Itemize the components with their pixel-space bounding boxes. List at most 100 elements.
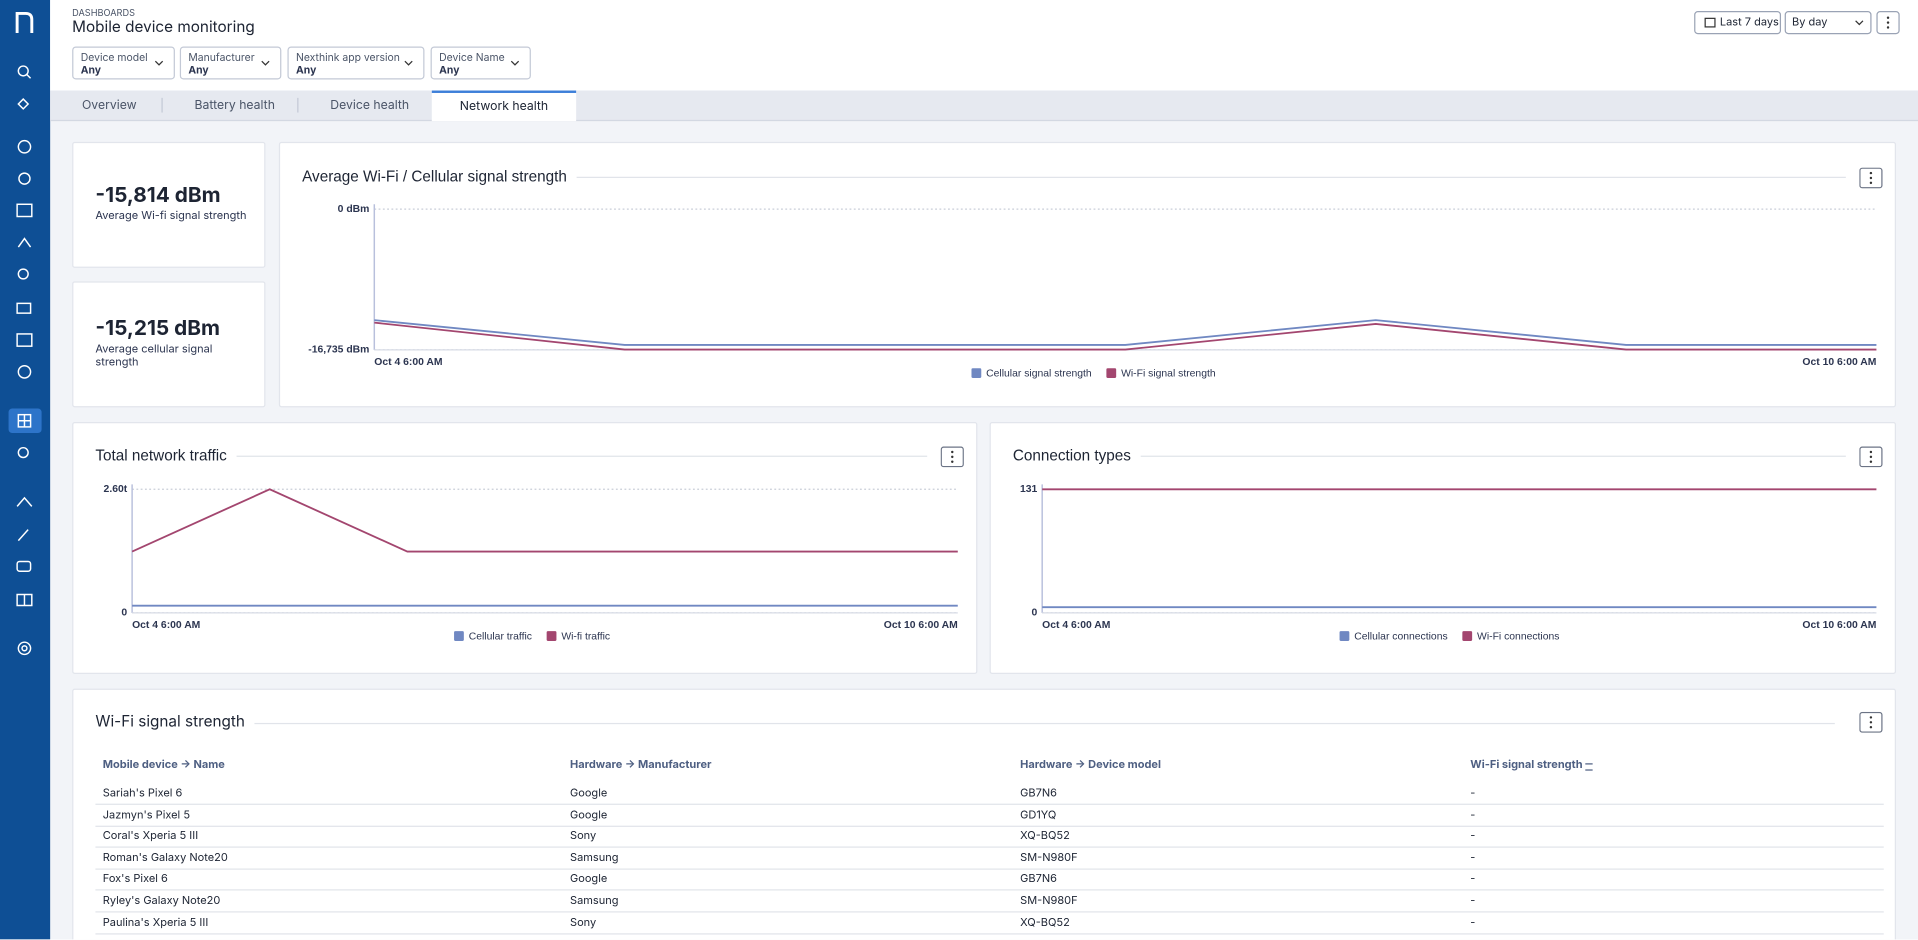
series-line: [374, 319, 1877, 346]
time-range-button[interactable]: Last 7 days: [1694, 11, 1782, 35]
tab-separator: [161, 97, 163, 113]
kpi-value: -15,814 dBm: [95, 183, 221, 208]
tab-separator: [297, 97, 299, 113]
x-tick-label: Oct 4 6:00 AM: [1042, 620, 1110, 631]
table-cell: Google: [570, 808, 608, 822]
card-menu[interactable]: [940, 446, 964, 468]
legend-swatch: [454, 631, 464, 641]
y-tick-label: 0: [1032, 608, 1038, 619]
legend-label[interactable]: Cellular signal strength: [986, 368, 1092, 379]
table-cell: -: [1470, 894, 1476, 908]
legend: Cellular connections Wi-Fi connections: [1339, 631, 1559, 642]
breadcrumb[interactable]: DASHBOARDS: [72, 7, 135, 19]
table-card: Wi-Fi signal strength Mobile device → Nam…: [72, 688, 1896, 940]
table-cell: SM-N980F: [1020, 894, 1078, 908]
menu-dot: [951, 455, 954, 459]
table-cell: -: [1470, 851, 1476, 865]
sidebar-icons: [8, 11, 42, 656]
filter-label: Device Name: [439, 52, 505, 65]
chevron-path: [510, 60, 520, 66]
table-cell: Roman's Galaxy Note20: [102, 851, 228, 865]
table-cell: Jazmyn's Pixel 5: [102, 808, 191, 822]
sidebar: [0, 0, 51, 940]
filter[interactable]: Device model Any: [72, 46, 175, 80]
legend-label[interactable]: Wi-Fi signal strength: [1121, 368, 1216, 379]
kpi-card: -15,814 dBm Average Wi-fi signal strengt…: [72, 141, 266, 268]
tab[interactable]: Device health: [330, 97, 410, 113]
filter[interactable]: Manufacturer Any: [179, 46, 282, 80]
menu-dot: [951, 460, 954, 463]
filter[interactable]: Device Name Any: [430, 46, 531, 80]
granularity-select[interactable]: By day: [1784, 11, 1872, 35]
page-title: Mobile device monitoring: [72, 18, 255, 37]
chart-title: Average Wi-Fi / Cellular signal strength: [302, 168, 567, 185]
table-cell: Google: [570, 872, 608, 887]
legend-swatch: [1106, 368, 1117, 378]
table-cell: Sariah's Pixel 6: [102, 786, 183, 800]
legend-label[interactable]: Cellular traffic: [469, 631, 532, 642]
column-header[interactable]: Hardware → Device model: [1020, 758, 1161, 772]
chart: Connection types 0 131 Oct 4 6:00 AM Oct 10 …: [1013, 447, 1877, 642]
tab[interactable]: Battery health: [194, 97, 275, 113]
card-menu[interactable]: [1859, 446, 1883, 468]
row-divider: [95, 932, 1884, 935]
legend-swatch: [1339, 631, 1350, 641]
kebab: [1886, 16, 1890, 29]
chevron: [261, 60, 270, 66]
table-cell: Coral's Xperia 5 III: [102, 829, 199, 844]
menu-dot: [1869, 455, 1873, 459]
legend-label[interactable]: Cellular connections: [1354, 631, 1447, 642]
legend-label[interactable]: Wi-fi traffic: [561, 631, 610, 642]
calendar-icon: [1704, 17, 1716, 28]
row-divider: [95, 868, 1884, 870]
column-header[interactable]: Mobile device → Name: [102, 758, 225, 772]
chart-title: Connection types: [1013, 447, 1131, 464]
filter-value: Any: [296, 64, 317, 78]
tab[interactable]: Network health: [431, 90, 577, 122]
legend-swatch: [546, 631, 557, 641]
chart: Average Wi-Fi / Cellular signal strength…: [302, 168, 1877, 379]
menu-dot: [1869, 721, 1873, 724]
chart: Total network traffic 0 2.60t Oct 4 6:00 AM…: [95, 447, 957, 642]
card-menu[interactable]: [1859, 711, 1883, 733]
logo: [15, 11, 34, 34]
table-title: Wi-Fi signal strength: [95, 713, 245, 732]
table-cell: XQ-BQ52: [1020, 829, 1070, 844]
table-cell: Paulina's Xperia 5 III: [102, 915, 209, 930]
chart-title: Total network traffic: [95, 447, 227, 464]
kpi-value: -15,215 dBm: [95, 316, 220, 342]
chevron: [510, 60, 520, 66]
menu-dot: [1869, 716, 1873, 719]
kpi-label: Average Wi-fi signal strength: [95, 209, 247, 223]
chevron-path: [154, 60, 164, 66]
filter-label: Device model: [80, 52, 148, 65]
nav-icons[interactable]: [16, 65, 33, 379]
chevron-path: [404, 60, 413, 66]
column-header[interactable]: Hardware → Manufacturer: [570, 758, 712, 772]
card-menu[interactable]: [1859, 167, 1883, 189]
legend-label[interactable]: Wi-Fi connections: [1477, 631, 1559, 642]
chevron-path: [261, 60, 270, 66]
column-header[interactable]: Wi-Fi signal strength: [1470, 758, 1583, 772]
header-menu[interactable]: [1876, 11, 1900, 35]
table-cell: SM-N980F: [1020, 851, 1078, 865]
filter-label: Nexthink app version: [296, 52, 400, 65]
filter[interactable]: Nexthink app version Any: [287, 46, 425, 80]
tab-bar: Overview Battery health Device health Netwo…: [50, 90, 1918, 122]
x-tick-label: Oct 10 6:00 AM: [1802, 620, 1876, 631]
menu-dot: [1869, 171, 1873, 175]
table-cell: GB7N6: [1020, 786, 1057, 800]
table-cell: Ryley's Galaxy Note20: [102, 894, 221, 908]
x-tick-label: Oct 10 6:00 AM: [1802, 357, 1876, 368]
y-tick-label: 0 dBm: [338, 204, 370, 215]
tab[interactable]: Overview: [81, 97, 137, 113]
table-cell: XQ-BQ52: [1020, 915, 1070, 930]
nav-icons-lower[interactable]: [16, 413, 33, 656]
filter-value: Any: [80, 64, 102, 78]
table-cell: -: [1470, 915, 1476, 930]
legend-swatch: [1462, 631, 1473, 641]
row-divider: [95, 889, 1884, 891]
y-tick-label: 131: [1020, 484, 1038, 495]
